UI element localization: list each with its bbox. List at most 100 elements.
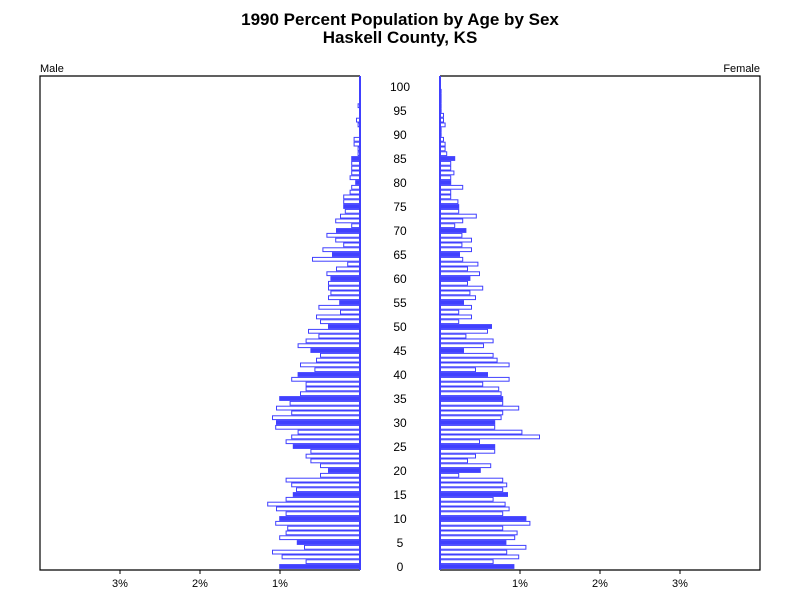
male-bar-age-7 [285,530,361,536]
male-bar-age-78 [349,189,361,195]
female-bar-age-68 [440,237,472,243]
male-bar-age-33 [276,405,360,411]
female-bar-age-72 [440,218,464,224]
female-bar-age-85 [440,156,456,161]
male-bar-age-84 [351,160,361,166]
male-bar-age-59 [328,280,360,286]
female-bar-age-63 [440,261,479,267]
female-bar-age-65 [440,252,460,257]
female-bar-age-53 [440,309,460,315]
female-bar-age-82 [440,170,455,176]
x-tick-label: 1% [512,578,528,590]
female-bar-age-45 [440,348,464,353]
female-bar-age-84 [440,160,452,166]
female-bar-age-55 [440,300,464,305]
male-bar-age-18 [285,477,361,483]
male-bar-age-74 [344,208,360,214]
male-bar-age-34 [289,400,361,406]
male-bar-age-24 [310,448,360,454]
female-bar-age-11 [440,511,504,517]
male-bar-age-22 [310,458,360,464]
female-bar-age-17 [440,482,508,488]
male-bar-age-9 [275,520,361,526]
female-bar-age-57 [440,290,471,296]
female-bar-age-75 [440,204,460,209]
female-bar-age-88 [440,141,446,147]
male-bar-age-72 [335,218,361,224]
female-bar-age-6 [440,535,516,541]
male-bar-age-3 [272,549,360,555]
male-bar-age-39 [291,376,361,382]
male-bar-age-83 [351,165,361,171]
female-bar-age-27 [440,434,540,440]
female-bar-age-8 [440,525,504,531]
male-bar-age-54 [318,304,360,310]
age-tick-label: 50 [393,320,407,334]
male-bar-age-49 [308,328,360,334]
age-tick-label: 65 [393,248,407,262]
female-bar-age-33 [440,405,520,411]
female-bars [440,88,540,569]
male-bar-age-47 [305,338,361,344]
female-bar-age-47 [440,338,494,344]
female-bar-age-18 [440,477,504,483]
female-bar-age-64 [440,256,464,262]
female-bar-age-41 [440,367,476,373]
male-bar-age-76 [343,199,361,205]
male-bar-age-61 [326,271,360,277]
male-bar-age-73 [340,213,360,219]
male-bar-age-62 [336,266,360,272]
x-tick-label: 2% [192,578,208,590]
age-tick-label: 5 [397,536,404,550]
male-bar-age-20 [328,468,360,473]
male-bar-age-55 [339,300,360,305]
female-bar-age-43 [440,357,498,363]
female-bar-age-62 [440,266,468,272]
male-bars [267,103,361,569]
female-bar-age-36 [440,391,502,397]
male-bar-age-67 [343,242,361,248]
female-bar-age-58 [440,285,484,291]
male-bar-age-35 [279,396,360,401]
male-bar-age-16 [296,487,360,493]
female-bar-age-69 [440,232,463,238]
male-bar-age-42 [300,362,360,368]
age-tick-label: 35 [393,392,407,406]
female-bar-age-3 [440,549,508,555]
age-tick-label: 85 [393,152,407,166]
female-bar-age-42 [440,362,510,368]
male-bar-age-40 [297,372,360,377]
male-bar-age-68 [335,237,361,243]
male-bar-age-0 [279,564,360,569]
female-bar-age-25 [440,444,496,449]
male-bar-age-64 [312,256,360,262]
male-bar-age-30 [276,420,360,425]
female-bar-age-79 [440,184,464,190]
male-bar-age-11 [285,511,361,517]
age-tick-label: 25 [393,440,407,454]
male-bar-age-4 [304,544,360,550]
male-bar-age-43 [316,357,360,363]
age-tick-label: 100 [390,80,410,94]
female-bar-age-23 [440,453,476,459]
female-bar-age-48 [440,333,467,339]
female-bar-age-78 [440,189,452,195]
x-tick-label: 2% [592,578,608,590]
male-bar-age-26 [285,439,361,445]
male-bar-age-1 [305,559,361,565]
female-bar-age-81 [440,175,452,181]
female-bar-age-77 [440,194,452,200]
male-bar-age-37 [305,386,361,392]
male-bar-age-70 [336,228,360,233]
age-tick-label: 60 [393,272,407,286]
female-bar-age-32 [440,410,504,416]
male-bar-age-58 [328,285,360,291]
male-bar-age-19 [320,472,360,478]
male-bar-age-79 [351,184,361,190]
female-bar-age-20 [440,468,481,473]
male-bar-age-36 [300,391,360,397]
female-bar-age-38 [440,381,484,387]
female-bar-age-24 [440,448,496,454]
female-bar-age-13 [440,501,506,507]
